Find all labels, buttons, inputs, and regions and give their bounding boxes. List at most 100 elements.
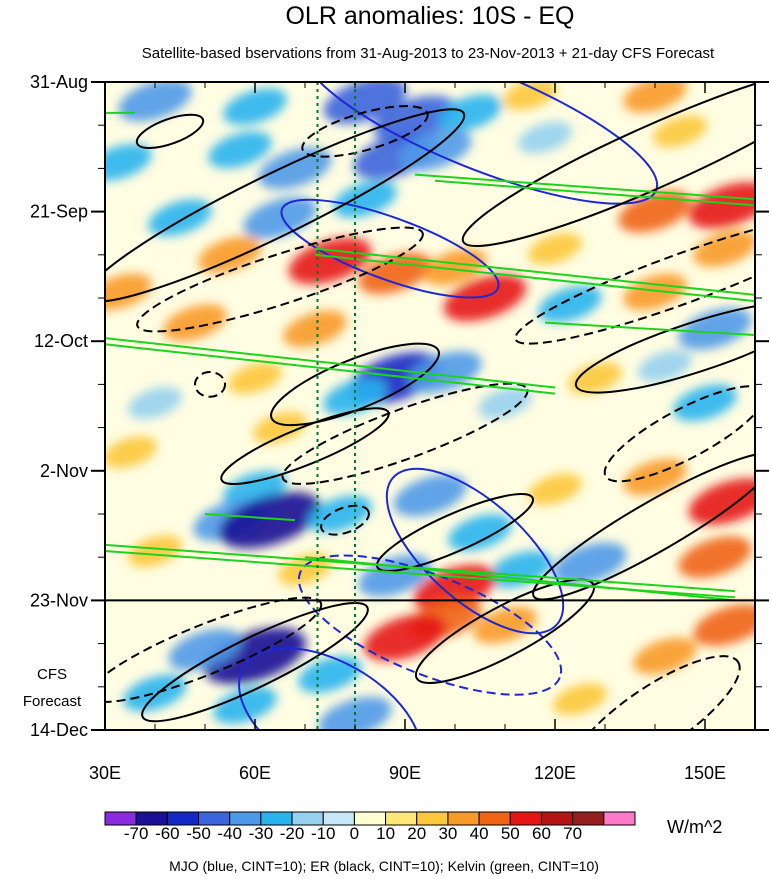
x-tick-label: 120E: [534, 763, 576, 783]
olr-anomaly-cell: [408, 351, 482, 393]
forecast-label-line2: Forecast: [23, 693, 82, 710]
y-tick-label: 21-Sep: [30, 202, 88, 222]
colorbar-label: -40: [217, 824, 242, 843]
y-tick-label: 12-Oct: [34, 331, 88, 351]
olr-anomaly-cell: [128, 387, 182, 419]
er-contours: [105, 82, 755, 730]
olr-anomaly-cell: [105, 436, 157, 469]
er-contour-negative: [320, 504, 370, 536]
colorbar-label: 30: [438, 824, 457, 843]
chart-subtitle: Satellite-based bservations from 31-Aug-…: [142, 45, 715, 62]
olr-anomaly-cell: [105, 273, 152, 311]
olr-anomaly-cell: [318, 696, 392, 730]
er-contour-positive: [270, 342, 440, 427]
axis-ticks: 30E 60E 90E 120E 150E 31-Aug 21-Sep 12-Oct 2-Nov…: [30, 72, 769, 783]
kelvin-contour: [544, 321, 755, 337]
olr-anomaly-cell: [148, 199, 212, 237]
olr-anomaly-cell: [518, 121, 572, 154]
olr-anomaly-cell: [228, 362, 282, 395]
er-contour-negative: [514, 214, 755, 345]
olr-anomaly-cell: [448, 514, 512, 551]
colorbar-label: -10: [311, 824, 336, 843]
olr-anomaly-cell: [223, 88, 287, 126]
mjo-contour-positive: [385, 467, 565, 635]
olr-anomaly-cell: [393, 474, 467, 517]
y-tick-label: 14-Dec: [30, 720, 88, 740]
reference-longitude-lines: [316, 82, 356, 730]
colorbar-swatch: [603, 811, 636, 826]
olr-anomaly-cell: [568, 362, 622, 395]
olr-anomaly-cell: [258, 147, 332, 190]
er-contour-negative: [569, 655, 741, 730]
olr-anomaly-cell: [528, 473, 582, 506]
olr-anomaly-cell: [438, 94, 502, 132]
olr-anomaly-cell: [373, 95, 457, 143]
olr-anomaly-cell: [538, 285, 602, 323]
olr-anomaly-cell: [623, 458, 687, 496]
olr-anomaly-cell: [528, 232, 582, 265]
olr-anomaly-cell: [693, 604, 755, 646]
colorbar-label: 10: [376, 824, 395, 843]
kelvin-contour: [314, 253, 755, 303]
kelvin-contour: [105, 337, 556, 389]
colorbar-label: 70: [563, 824, 582, 843]
kelvin-contour: [204, 513, 296, 522]
olr-anomaly-cell: [693, 230, 755, 267]
mjo-contour-negative: [297, 554, 563, 696]
colorbar-label: -20: [280, 824, 305, 843]
er-contour-positive: [461, 82, 755, 248]
olr-anomaly-cell: [168, 628, 242, 671]
y-tick-label: 31-Aug: [30, 72, 88, 92]
x-tick-label: 150E: [684, 763, 726, 783]
olr-anomaly-cell: [219, 491, 321, 549]
olr-anomaly-cell: [553, 683, 607, 716]
olr-anomaly-cell: [623, 82, 687, 113]
kelvin-contour: [314, 247, 755, 296]
olr-anomaly-cell: [253, 411, 307, 444]
colorbar-label: 40: [470, 824, 489, 843]
olr-anomaly-cell: [488, 551, 552, 588]
er-contour-positive: [574, 301, 755, 394]
olr-anomaly-cell: [358, 252, 432, 295]
olr-anomaly-cell: [213, 686, 277, 724]
er-contour-positive: [220, 407, 390, 485]
olr-anomaly-cell: [333, 180, 397, 218]
x-tick-label: 30E: [89, 763, 121, 783]
olr-anomaly-cell: [128, 535, 182, 567]
olr-anomaly-cell: [323, 378, 387, 416]
olr-anomaly-cell: [638, 350, 692, 382]
olr-anomaly-cell: [163, 304, 227, 342]
er-contour-positive: [532, 452, 755, 601]
olr-anomaly-cell: [298, 656, 362, 693]
kelvin-contour: [434, 179, 755, 207]
olr-anomaly-cell: [363, 614, 447, 661]
olr-anomaly-cell: [653, 115, 707, 148]
olr-anomaly-cell: [105, 143, 152, 181]
colorbar: -70 -60 -50 -40 -30 -20 -10 0 10 20 30 40 50 60 70: [104, 811, 636, 843]
olr-anomaly-cell: [673, 384, 737, 422]
er-contour-positive: [135, 113, 205, 150]
chart-title: OLR anomalies: 10S - EQ: [285, 2, 574, 30]
er-contour-negative: [105, 596, 323, 703]
olr-anomaly-cell: [288, 237, 372, 285]
plot-area: [105, 82, 755, 730]
colorbar-label: 0: [350, 824, 359, 843]
y-tick-label: 23-Nov: [30, 590, 88, 610]
contour-legend: MJO (blue, CINT=10); ER (black, CINT=10)…: [169, 858, 599, 874]
olr-anomaly-cell: [633, 637, 697, 675]
er-contour-negative: [136, 226, 424, 333]
olr-anomaly-cell: [118, 82, 192, 122]
olr-anomaly-cell: [688, 182, 755, 229]
er-contour-negative: [301, 105, 429, 158]
er-contour-positive: [141, 601, 369, 723]
er-contour-positive: [375, 493, 535, 573]
kelvin-contours: [105, 111, 755, 602]
olr-anomaly-cell: [283, 310, 347, 348]
colorbar-label: -50: [186, 824, 211, 843]
olr-anomaly-cell: [503, 82, 557, 111]
kelvin-contour: [304, 556, 736, 602]
olr-anomaly-cell: [278, 553, 332, 586]
olr-anomaly-cell: [678, 536, 752, 579]
colorbar-label: 60: [532, 824, 551, 843]
